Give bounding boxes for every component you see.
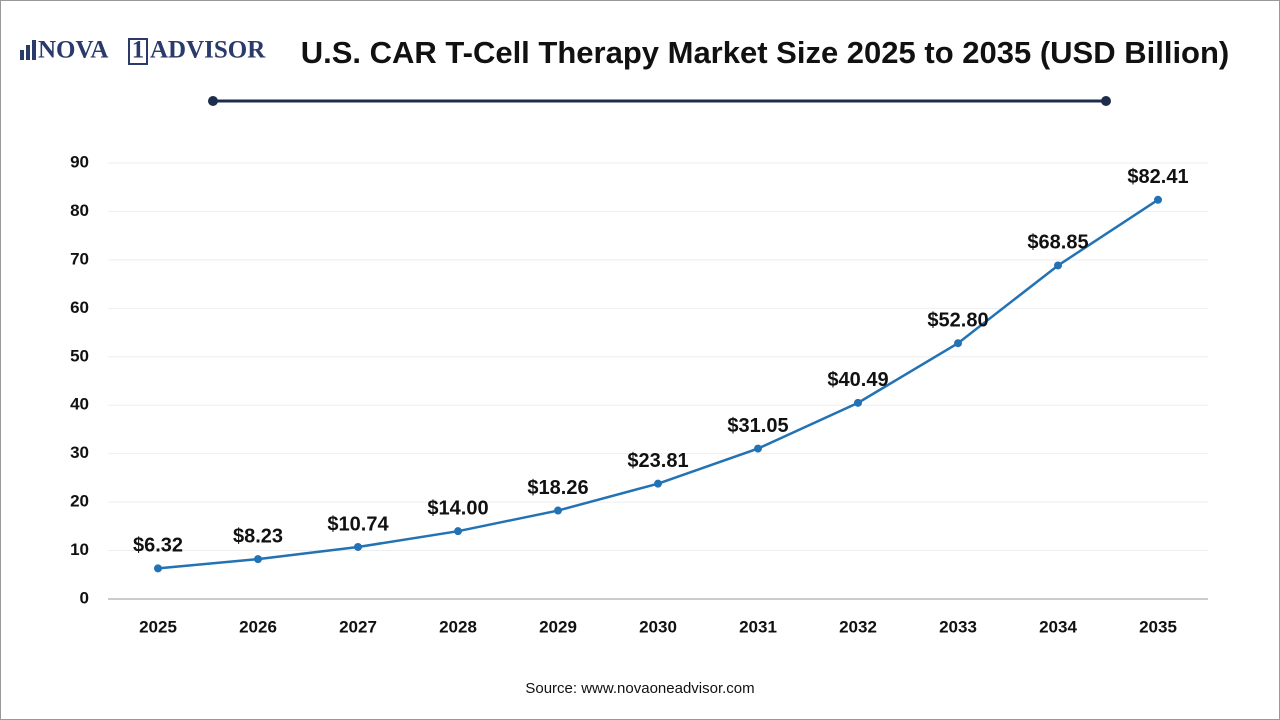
logo-text: NOVA <box>38 37 108 64</box>
point <box>154 564 162 573</box>
x-tick-label: 2026 <box>239 617 277 636</box>
logo-text: ADVISOR <box>150 37 266 64</box>
y-tick-label: 50 <box>70 346 89 365</box>
value-label: $10.74 <box>327 513 389 535</box>
point <box>554 506 562 515</box>
point <box>754 444 762 453</box>
divider-dot <box>1101 96 1111 106</box>
logo-text: 1 <box>132 37 145 64</box>
point <box>1054 261 1062 270</box>
logo-box <box>128 38 148 65</box>
y-tick-label: 60 <box>70 298 89 317</box>
y-tick-label: 90 <box>70 152 89 171</box>
value-label: $52.80 <box>927 309 988 331</box>
source: Source: www.novaoneadvisor.com <box>525 680 754 697</box>
point <box>454 527 462 536</box>
x-tick-label: 2034 <box>1039 617 1077 636</box>
divider-dot <box>208 96 218 106</box>
y-tick-label: 0 <box>80 588 89 607</box>
point <box>854 398 862 407</box>
x-tick-label: 2030 <box>639 617 677 636</box>
point <box>354 542 362 551</box>
x-tick-label: 2033 <box>939 617 977 636</box>
value-label: $82.41 <box>1127 166 1188 188</box>
y-tick-label: 70 <box>70 249 89 268</box>
value-label: $31.05 <box>727 415 788 437</box>
value-label: $68.85 <box>1027 232 1088 254</box>
y-tick-label: 30 <box>70 443 89 462</box>
value-label: $8.23 <box>233 525 283 547</box>
logo-bar <box>20 50 24 60</box>
x-tick-label: 2029 <box>539 617 577 636</box>
x-tick-label: 2032 <box>839 617 877 636</box>
x-tick-label: 2035 <box>1139 617 1177 636</box>
y-tick-label: 40 <box>70 395 89 414</box>
x-tick-label: 2027 <box>339 617 377 636</box>
logo: NOVA 1 ADVISOR <box>20 37 266 65</box>
point <box>654 479 662 488</box>
x-tick-label: 2025 <box>139 617 177 636</box>
x-tick-label: 2031 <box>739 617 777 636</box>
value-label: $40.49 <box>827 369 888 391</box>
point <box>1154 195 1162 204</box>
y-tick-label: 80 <box>70 201 89 220</box>
value-label: $6.32 <box>133 535 183 557</box>
logo-bar <box>26 45 30 60</box>
point <box>954 339 962 348</box>
point <box>254 555 262 564</box>
chart-title: U.S. CAR T-Cell Therapy Market Size 2025… <box>301 35 1230 70</box>
y-tick-label: 20 <box>70 492 89 511</box>
logo-bar <box>32 40 36 60</box>
value-label: $23.81 <box>627 450 688 472</box>
value-label: $14.00 <box>427 497 488 519</box>
value-label: $18.26 <box>527 477 588 499</box>
x-tick-label: 2028 <box>439 617 477 636</box>
y-tick-label: 10 <box>70 540 89 559</box>
